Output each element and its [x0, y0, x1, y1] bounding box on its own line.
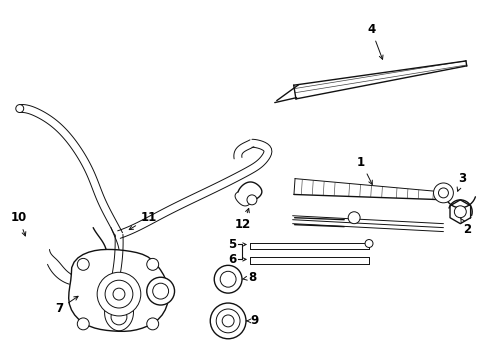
Circle shape	[152, 283, 168, 299]
Text: 11: 11	[129, 211, 157, 230]
Text: 12: 12	[235, 208, 251, 231]
Circle shape	[105, 280, 133, 308]
Circle shape	[453, 206, 466, 218]
Text: 3: 3	[456, 171, 466, 191]
Text: 2: 2	[460, 218, 470, 236]
Text: 8: 8	[242, 271, 256, 284]
Text: 1: 1	[356, 156, 371, 184]
Circle shape	[216, 309, 240, 333]
Circle shape	[347, 212, 359, 224]
Text: 10: 10	[10, 211, 27, 236]
Circle shape	[97, 272, 141, 316]
Circle shape	[111, 309, 127, 325]
Text: 4: 4	[366, 23, 382, 59]
Circle shape	[210, 303, 245, 339]
Circle shape	[214, 265, 242, 293]
Circle shape	[365, 239, 372, 247]
Circle shape	[77, 318, 89, 330]
Text: 5: 5	[228, 238, 236, 251]
Circle shape	[77, 258, 89, 270]
Circle shape	[222, 315, 234, 327]
Circle shape	[146, 277, 174, 305]
Circle shape	[433, 183, 452, 203]
Circle shape	[438, 188, 447, 198]
Text: 6: 6	[228, 253, 236, 266]
Circle shape	[16, 105, 24, 113]
Circle shape	[246, 195, 256, 205]
Circle shape	[146, 258, 158, 270]
Circle shape	[113, 288, 124, 300]
Circle shape	[220, 271, 236, 287]
Text: 7: 7	[55, 296, 78, 315]
Text: 9: 9	[246, 314, 258, 327]
Circle shape	[146, 318, 158, 330]
